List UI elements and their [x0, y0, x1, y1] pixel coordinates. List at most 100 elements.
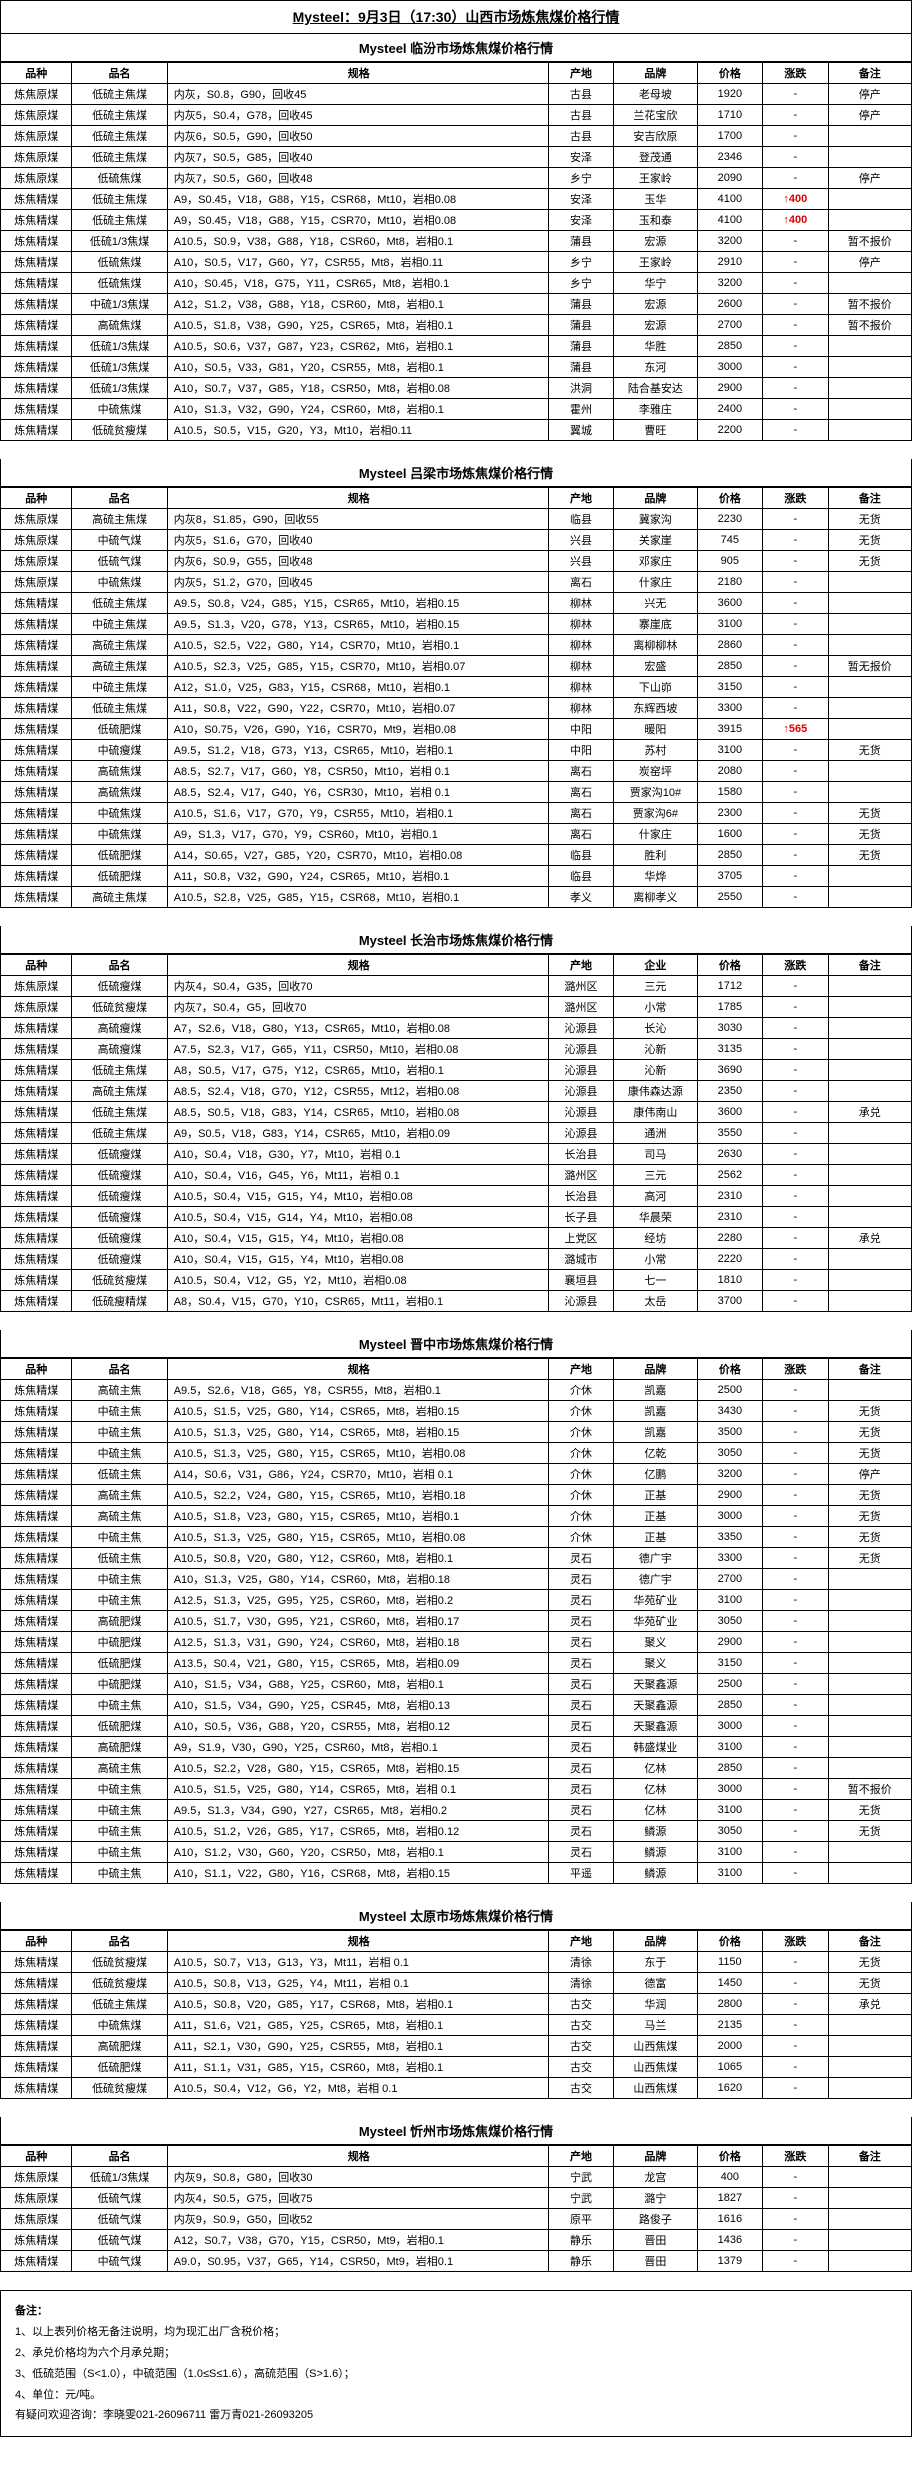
- table-cell: 德广宇: [614, 1548, 697, 1569]
- table-row: 炼焦精煤低硫主焦煤A9，S0.5，V18，G83，Y14，CSR65，Mt10，…: [1, 1123, 912, 1144]
- table-row: 炼焦精煤高硫主焦A9.5，S2.6，V18，G65，Y8，CSR55，Mt8，岩…: [1, 1380, 912, 1401]
- table-row: 炼焦精煤中硫气煤A9.0，S0.95，V37，G65，Y14，CSR50，Mt9…: [1, 2251, 912, 2272]
- table-cell: [828, 1863, 911, 1884]
- table-cell: 炼焦原煤: [1, 126, 72, 147]
- table-cell: [828, 1716, 911, 1737]
- table-cell: A10.5，S0.4，V12，G5，Y2，Mt10，岩相0.08: [167, 1270, 548, 1291]
- table-row: 炼焦原煤低硫贫瘦煤内灰7，S0.4，G5，回收70潞州区小常1785-: [1, 997, 912, 1018]
- table-cell: -: [763, 1249, 828, 1270]
- table-cell: 2090: [697, 168, 762, 189]
- table-row: 炼焦精煤高硫焦煤A8.5，S2.7，V17，G60，Y8，CSR50，Mt10，…: [1, 761, 912, 782]
- table-row: 炼焦精煤中硫瘦煤A9.5，S1.2，V18，G73，Y13，CSR65，Mt10…: [1, 740, 912, 761]
- table-cell: A9.5，S1.2，V18，G73，Y13，CSR65，Mt10，岩相0.1: [167, 740, 548, 761]
- table-cell: 高硫焦煤: [72, 315, 167, 336]
- table-cell: -: [763, 635, 828, 656]
- table-cell: 无货: [828, 1548, 911, 1569]
- table-cell: 低硫肥煤: [72, 2057, 167, 2078]
- table-cell: A9.5，S1.3，V34，G90，Y27，CSR65，Mt8，岩相0.2: [167, 1800, 548, 1821]
- table-cell: 无货: [828, 1973, 911, 1994]
- table-cell: -: [763, 1758, 828, 1779]
- table-cell: 3030: [697, 1018, 762, 1039]
- table-cell: 4100: [697, 189, 762, 210]
- table-header: 涨跌: [763, 63, 828, 84]
- table-cell: A10，S1.2，V30，G60，Y20，CSR50，Mt8，岩相0.1: [167, 1842, 548, 1863]
- table-cell: 炼焦精煤: [1, 656, 72, 677]
- table-cell: -: [763, 378, 828, 399]
- table-row: 炼焦精煤中硫1/3焦煤A12，S1.2，V38，G88，Y18，CSR60，Mt…: [1, 294, 912, 315]
- table-row: 炼焦精煤低硫瘦煤A10，S0.4，V16，G45，Y6，Mt11，岩相 0.1潞…: [1, 1165, 912, 1186]
- table-cell: -: [763, 2188, 828, 2209]
- table-cell: 高硫主焦煤: [72, 1081, 167, 1102]
- table-cell: 承兑: [828, 1102, 911, 1123]
- table-cell: -: [763, 509, 828, 530]
- table-cell: -: [763, 761, 828, 782]
- table-cell: 邓家庄: [614, 551, 697, 572]
- table-cell: 炼焦原煤: [1, 509, 72, 530]
- table-row: 炼焦精煤高硫瘦煤A7，S2.6，V18，G80，Y13，CSR65，Mt10，岩…: [1, 1018, 912, 1039]
- table-cell: 高硫肥煤: [72, 2036, 167, 2057]
- table-row: 炼焦精煤中硫主焦A12.5，S1.3，V25，G95，Y25，CSR60，Mt8…: [1, 1590, 912, 1611]
- table-cell: 潞州区: [548, 1165, 613, 1186]
- table-row: 炼焦原煤低硫焦煤内灰7，S0.5，G60，回收48乡宁王家岭2090-停产: [1, 168, 912, 189]
- table-cell: -: [763, 1842, 828, 1863]
- table-cell: A12，S1.0，V25，G83，Y15，CSR68，Mt10，岩相0.1: [167, 677, 548, 698]
- table-cell: -: [763, 1632, 828, 1653]
- table-cell: 3150: [697, 1653, 762, 1674]
- table-cell: 长治县: [548, 1144, 613, 1165]
- table-cell: -: [763, 887, 828, 908]
- table-row: 炼焦精煤高硫瘦煤A7.5，S2.3，V17，G65，Y11，CSR50，Mt10…: [1, 1039, 912, 1060]
- table-cell: 安泽: [548, 189, 613, 210]
- table-cell: [828, 866, 911, 887]
- table-cell: 高硫主焦煤: [72, 635, 167, 656]
- table-cell: 2300: [697, 803, 762, 824]
- table-cell: 聚义: [614, 1632, 697, 1653]
- table-cell: [828, 1590, 911, 1611]
- table-cell: A8，S0.4，V15，G70，Y10，CSR65，Mt11，岩相0.1: [167, 1291, 548, 1312]
- table-cell: 潞州区: [548, 976, 613, 997]
- table-cell: A10，S0.4，V18，G30，Y7，Mt10，岩相 0.1: [167, 1144, 548, 1165]
- table-cell: 停产: [828, 84, 911, 105]
- table-cell: -: [763, 530, 828, 551]
- table-cell: 内灰6，S0.5，G90，回收50: [167, 126, 548, 147]
- table-cell: 3500: [697, 1422, 762, 1443]
- table-cell: A9.0，S0.95，V37，G65，Y14，CSR50，Mt9，岩相0.1: [167, 2251, 548, 2272]
- table-cell: [828, 2209, 911, 2230]
- table-cell: [828, 378, 911, 399]
- table-cell: 低硫主焦煤: [72, 189, 167, 210]
- table-cell: [828, 1611, 911, 1632]
- table-cell: -: [763, 1590, 828, 1611]
- table-cell: 华胜: [614, 336, 697, 357]
- table-cell: 潞州区: [548, 997, 613, 1018]
- table-cell: 炼焦精煤: [1, 1228, 72, 1249]
- table-cell: -: [763, 1123, 828, 1144]
- table-cell: 上党区: [548, 1228, 613, 1249]
- table-cell: [828, 1249, 911, 1270]
- table-cell: 炼焦精煤: [1, 1443, 72, 1464]
- table-cell: 3100: [697, 1800, 762, 1821]
- table-cell: 1600: [697, 824, 762, 845]
- table-row: 炼焦精煤低硫主焦煤A11，S0.8，V22，G90，Y22，CSR70，Mt10…: [1, 698, 912, 719]
- table-cell: 2910: [697, 252, 762, 273]
- table-cell: 中阳: [548, 719, 613, 740]
- table-cell: 原平: [548, 2209, 613, 2230]
- table-cell: [828, 572, 911, 593]
- table-cell: [828, 1186, 911, 1207]
- table-cell: 中硫肥煤: [72, 1674, 167, 1695]
- table-cell: -: [763, 1548, 828, 1569]
- table-cell: -: [763, 740, 828, 761]
- table-cell: 3705: [697, 866, 762, 887]
- table-row: 炼焦精煤低硫焦煤A10，S0.45，V18，G75，Y11，CSR65，Mt8，…: [1, 273, 912, 294]
- table-cell: 炼焦精煤: [1, 1186, 72, 1207]
- table-header: 价格: [697, 955, 762, 976]
- table-cell: [828, 719, 911, 740]
- table-cell: -: [763, 824, 828, 845]
- table-cell: 高硫瘦煤: [72, 1039, 167, 1060]
- table-cell: -: [763, 1270, 828, 1291]
- table-cell: 灵石: [548, 1842, 613, 1863]
- table-cell: 山西焦煤: [614, 2057, 697, 2078]
- table-cell: 中硫气煤: [72, 530, 167, 551]
- table-cell: 蒲县: [548, 357, 613, 378]
- table-cell: 古交: [548, 2057, 613, 2078]
- table-row: 炼焦精煤中硫主焦煤A9.5，S1.3，V20，G78，Y13，CSR65，Mt1…: [1, 614, 912, 635]
- table-cell: [828, 126, 911, 147]
